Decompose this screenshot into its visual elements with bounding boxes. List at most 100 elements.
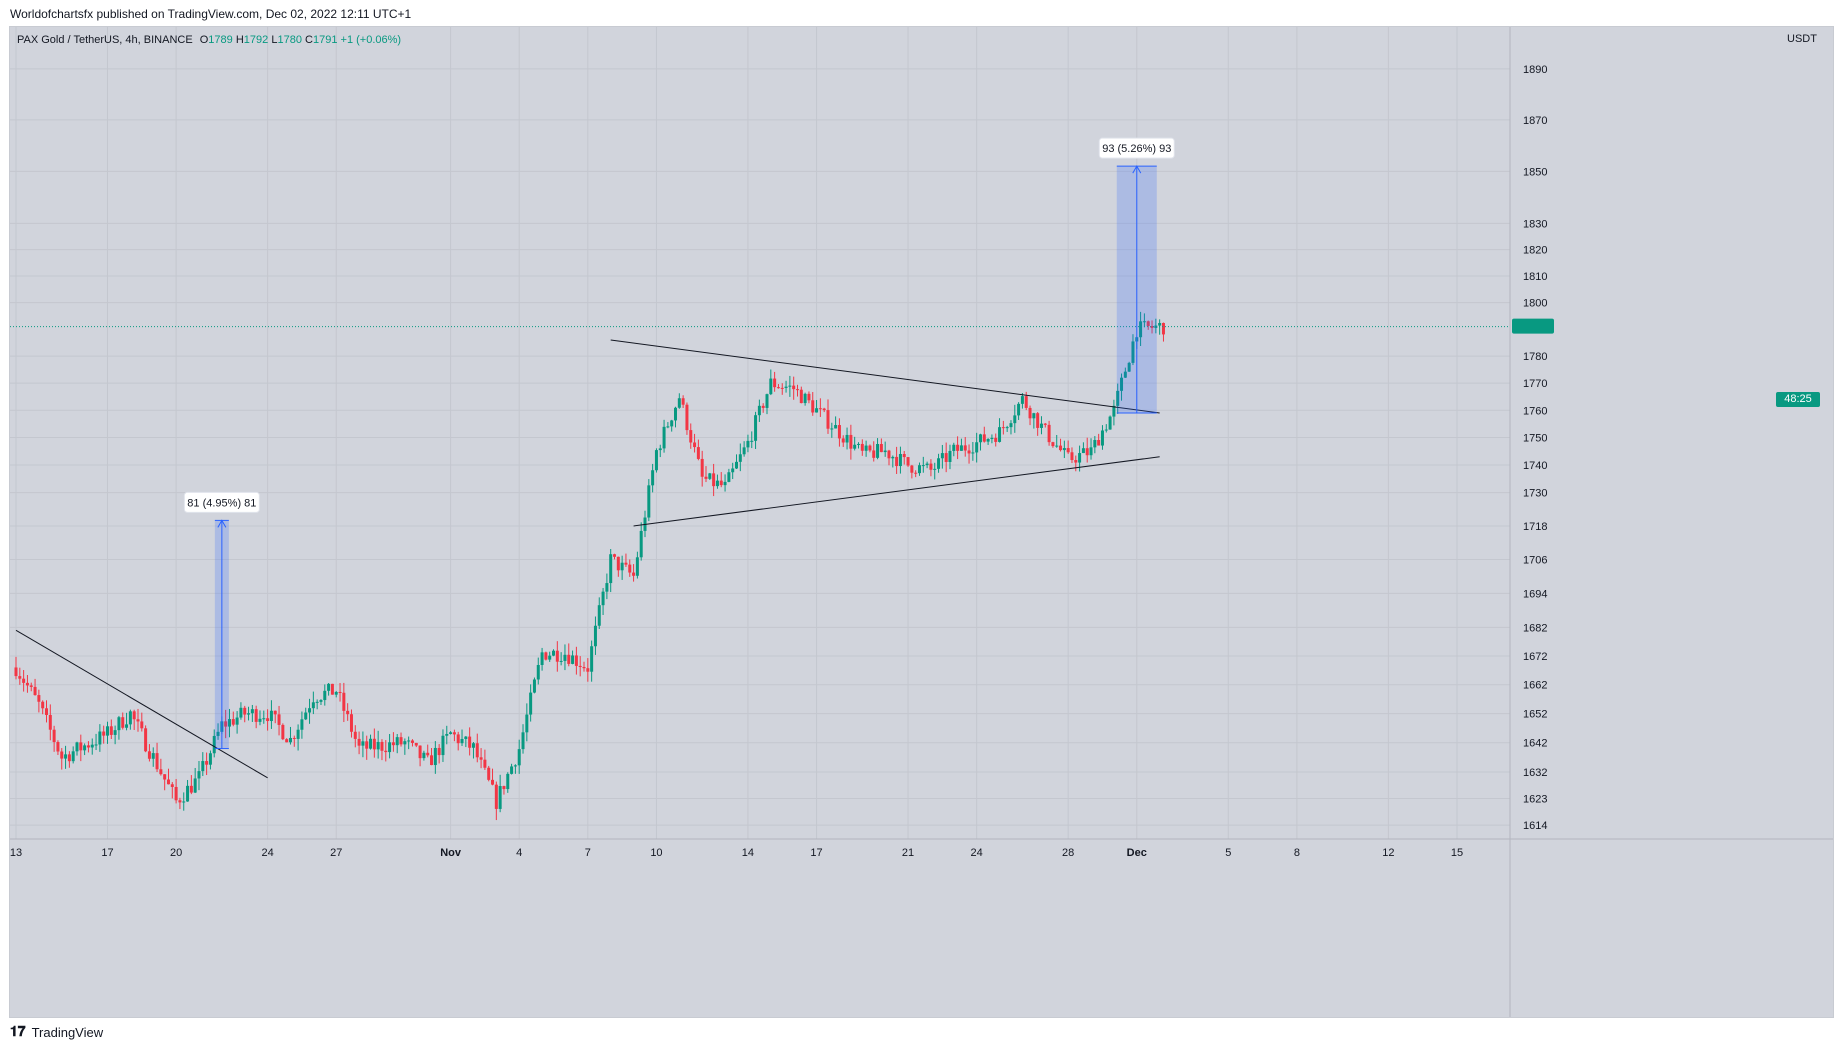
measure-arrowhead [217, 519, 227, 528]
candle-body [410, 740, 414, 743]
candle-body [369, 738, 373, 749]
candle-body [243, 707, 247, 715]
candle-body [860, 443, 864, 451]
candle-body [868, 445, 872, 451]
time-tick-label: 24 [261, 847, 273, 859]
currency-label[interactable]: USDT [1787, 33, 1817, 45]
candle-body [144, 728, 148, 752]
chart-pane[interactable]: 1614 1623 1632 1642 1652 1662 1672 1682 1694 1706… [9, 26, 1834, 1018]
candle-body [456, 734, 460, 744]
measure-arrowhead [1132, 165, 1142, 174]
time-tick-label: 4 [516, 847, 522, 859]
measure-label: 93 (5.26%) 93 [1102, 143, 1171, 155]
symbol-name[interactable]: PAX Gold / TetherUS, 4h, BINANCE [17, 34, 193, 46]
candle-body [346, 710, 350, 715]
candle-body [1028, 407, 1032, 419]
candle-body [1032, 413, 1036, 419]
candle-body [372, 738, 376, 750]
candle-body [33, 686, 37, 696]
candle-body [296, 729, 300, 739]
time-tick-label: Dec [1127, 847, 1147, 859]
candle-body [1154, 325, 1158, 328]
candle-body [613, 554, 617, 557]
candle-body [224, 721, 228, 727]
candle-body [460, 738, 464, 744]
candle-body [1043, 423, 1047, 425]
tradingview-logo-icon[interactable]: 𝟏𝟕 [10, 1024, 26, 1040]
time-tick-label: 17 [810, 847, 822, 859]
candle-body [525, 714, 529, 733]
candle-body [567, 654, 571, 664]
price-tick-label: 1682 [1523, 622, 1547, 634]
candle-body [593, 625, 597, 647]
candle-body [590, 646, 594, 672]
candle-body [632, 572, 636, 576]
candle-body [323, 690, 327, 701]
candle-body [193, 778, 197, 793]
candle-body [685, 404, 689, 431]
candle-body [895, 456, 899, 467]
price-tick-label: 1820 [1523, 245, 1547, 257]
candle-body [879, 444, 883, 453]
candle-body [471, 743, 475, 748]
candle-body [902, 453, 906, 458]
candle-body [29, 685, 33, 687]
trendline-triangle-upper [610, 339, 1160, 414]
candle-body [109, 726, 113, 735]
trendline-triangle-lower [633, 456, 1160, 527]
candle-body [559, 660, 563, 662]
candle-body [670, 420, 674, 427]
candle-body [731, 468, 735, 473]
candle-body [727, 472, 731, 482]
time-tick-label: 13 [10, 847, 22, 859]
candle-body [555, 650, 559, 662]
candle-body [83, 745, 87, 751]
candle-body [910, 465, 914, 473]
candle-body [22, 678, 26, 683]
candle-body [308, 708, 312, 713]
candle-body [616, 556, 620, 571]
candle-body [738, 454, 742, 462]
candle-body [1005, 427, 1009, 429]
candle-body [662, 426, 666, 449]
candle-body [262, 718, 266, 720]
candle-body [521, 732, 525, 750]
price-tick-label: 1672 [1523, 651, 1547, 663]
candle-body [696, 447, 700, 459]
candle-body [437, 747, 441, 756]
price-tick-label: 1632 [1523, 767, 1547, 779]
chart-svg[interactable]: 1614 1623 1632 1642 1652 1662 1672 1682 1694 1706… [10, 27, 1833, 1017]
candle-body [822, 408, 826, 411]
price-tick-label: 1623 [1523, 793, 1547, 805]
candle-body [18, 676, 22, 679]
candle-body [1100, 430, 1104, 446]
candle-body [723, 481, 727, 486]
candle-body [189, 785, 193, 793]
candle-body [197, 771, 201, 779]
candle-body [540, 652, 544, 665]
candle-body [159, 769, 163, 775]
candle-body [510, 766, 514, 774]
candle-body [1051, 442, 1055, 447]
candle-body [60, 751, 64, 759]
footer: 𝟏𝟕 TradingView [10, 1019, 103, 1045]
candle-body [1108, 416, 1112, 430]
candle-body [338, 691, 342, 693]
candle-body [166, 779, 170, 785]
candle-body [704, 476, 708, 479]
candle-body [483, 759, 487, 768]
candle-body [529, 692, 533, 715]
candle-body [658, 448, 662, 451]
candle-body [186, 785, 190, 802]
candle-body [498, 786, 502, 809]
candle-body [422, 752, 426, 759]
candle-body [1097, 439, 1101, 446]
candle-body [1081, 448, 1085, 454]
price-tick-label: 1810 [1523, 271, 1547, 283]
candle-body [1020, 396, 1024, 404]
footer-brand[interactable]: TradingView [31, 1024, 104, 1040]
time-tick-label: 14 [742, 847, 754, 859]
candle-body [830, 428, 834, 430]
time-tick-label: 28 [1062, 847, 1074, 859]
candle-body [269, 710, 273, 722]
